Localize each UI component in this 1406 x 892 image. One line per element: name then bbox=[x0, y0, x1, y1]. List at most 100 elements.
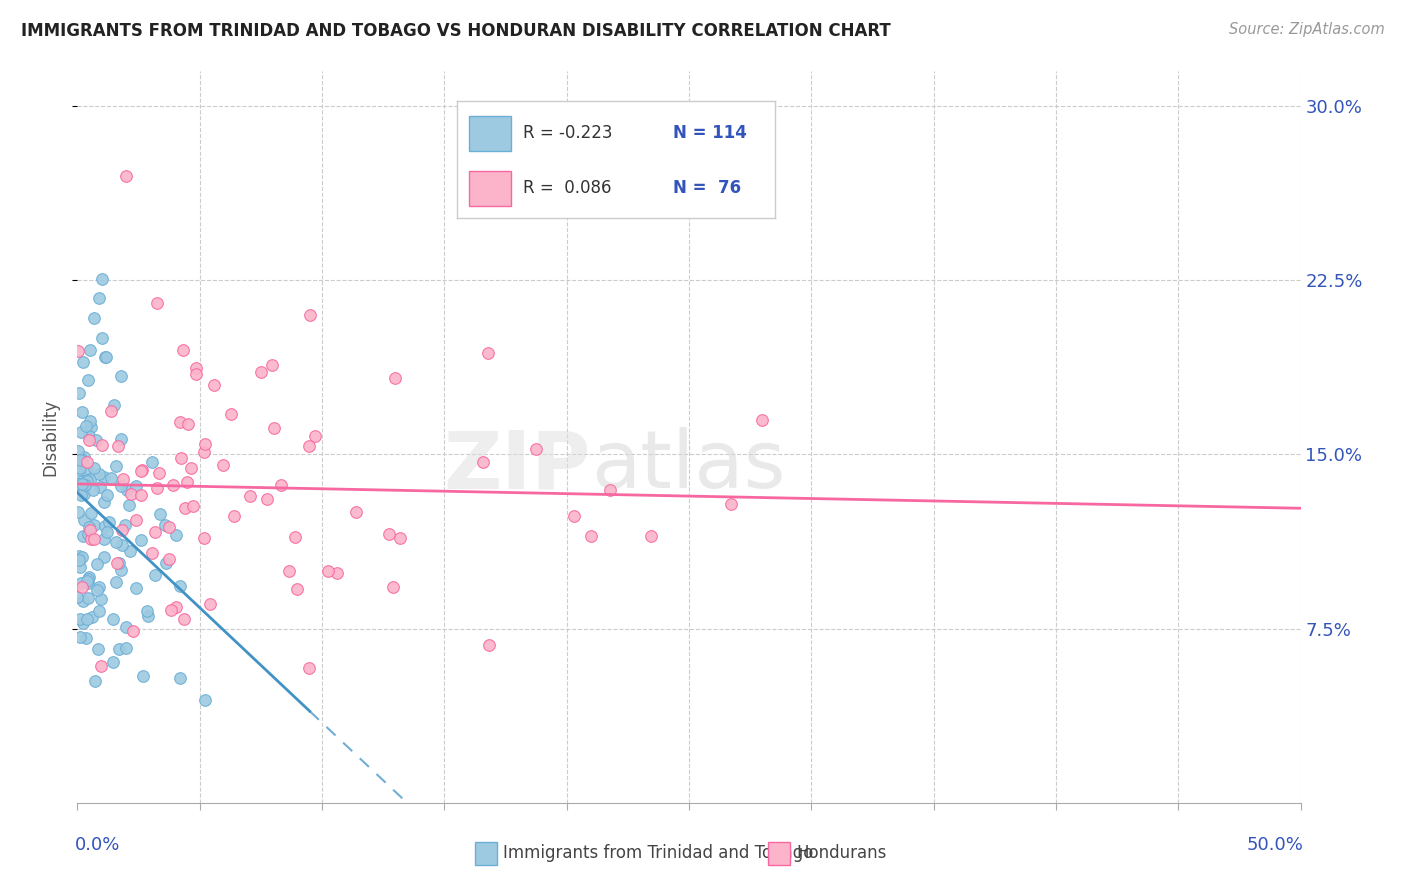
Point bbox=[87, 467, 110, 482]
Point bbox=[72, 355, 94, 369]
Point bbox=[131, 533, 153, 548]
Point bbox=[94, 350, 117, 364]
Point bbox=[118, 498, 141, 512]
Point bbox=[107, 641, 129, 656]
Point bbox=[136, 604, 159, 618]
Point bbox=[69, 630, 91, 644]
Point bbox=[70, 488, 93, 502]
Point bbox=[112, 472, 135, 486]
Point bbox=[67, 444, 90, 458]
Point bbox=[107, 439, 129, 453]
Point bbox=[174, 500, 197, 515]
Point bbox=[72, 405, 94, 419]
Point bbox=[478, 638, 501, 652]
Point bbox=[121, 624, 143, 638]
Point bbox=[287, 582, 309, 596]
Point bbox=[381, 580, 404, 594]
Point bbox=[87, 604, 110, 618]
Point bbox=[67, 386, 90, 401]
Point bbox=[90, 592, 112, 607]
Point bbox=[103, 655, 125, 669]
Point bbox=[70, 452, 93, 467]
Point bbox=[177, 417, 200, 432]
Point bbox=[125, 581, 148, 595]
Point bbox=[198, 597, 221, 611]
Point bbox=[118, 544, 141, 558]
Point bbox=[284, 530, 307, 544]
Point bbox=[579, 529, 602, 543]
Point bbox=[120, 486, 142, 500]
Point bbox=[82, 483, 104, 498]
Point bbox=[76, 474, 98, 488]
Point bbox=[108, 556, 131, 570]
Point bbox=[186, 361, 208, 376]
Point bbox=[80, 532, 103, 546]
Point bbox=[104, 458, 127, 473]
Point bbox=[141, 454, 163, 468]
Point bbox=[67, 549, 90, 563]
Point bbox=[76, 612, 98, 626]
Point bbox=[67, 505, 90, 519]
Text: 0.0%: 0.0% bbox=[75, 836, 121, 854]
Text: Immigrants from Trinidad and Tobago: Immigrants from Trinidad and Tobago bbox=[503, 844, 814, 863]
Point bbox=[472, 455, 495, 469]
Point bbox=[77, 575, 100, 590]
Point bbox=[70, 576, 93, 591]
Point bbox=[90, 659, 112, 673]
Point bbox=[69, 461, 91, 475]
FancyBboxPatch shape bbox=[475, 841, 496, 865]
Point bbox=[89, 580, 111, 594]
Point bbox=[67, 553, 90, 567]
Point bbox=[298, 661, 321, 675]
Point bbox=[202, 378, 225, 392]
Point bbox=[79, 473, 101, 487]
Point bbox=[75, 632, 97, 646]
Point bbox=[111, 538, 134, 552]
Point bbox=[325, 566, 347, 580]
Point bbox=[169, 579, 191, 593]
Point bbox=[69, 425, 91, 440]
Point bbox=[131, 463, 153, 477]
Point bbox=[93, 470, 115, 484]
Point bbox=[73, 450, 96, 465]
Point bbox=[298, 439, 321, 453]
Point bbox=[157, 552, 180, 566]
Point bbox=[77, 434, 100, 448]
Point bbox=[141, 546, 163, 560]
Point bbox=[80, 610, 103, 624]
Point bbox=[76, 460, 98, 475]
Text: Source: ZipAtlas.com: Source: ZipAtlas.com bbox=[1229, 22, 1385, 37]
Point bbox=[524, 442, 547, 457]
Point bbox=[149, 507, 172, 521]
Point bbox=[193, 444, 215, 458]
Point bbox=[125, 478, 148, 492]
Point bbox=[67, 459, 90, 474]
Point bbox=[77, 429, 100, 443]
Text: Hondurans: Hondurans bbox=[797, 844, 887, 863]
Point bbox=[83, 517, 105, 532]
Point bbox=[73, 487, 96, 501]
Point bbox=[298, 308, 321, 322]
Point bbox=[77, 520, 100, 534]
Point bbox=[100, 404, 122, 418]
Point bbox=[115, 620, 138, 634]
Point bbox=[100, 471, 122, 485]
Point bbox=[72, 594, 94, 608]
Point bbox=[148, 466, 170, 480]
Point bbox=[384, 371, 406, 385]
Point bbox=[193, 692, 215, 706]
Point bbox=[169, 451, 191, 466]
Point bbox=[378, 527, 401, 541]
Point bbox=[94, 350, 117, 364]
Point bbox=[66, 344, 89, 359]
Point bbox=[72, 528, 94, 542]
Point bbox=[129, 464, 152, 478]
Text: IMMIGRANTS FROM TRINIDAD AND TOBAGO VS HONDURAN DISABILITY CORRELATION CHART: IMMIGRANTS FROM TRINIDAD AND TOBAGO VS H… bbox=[21, 22, 891, 40]
Point bbox=[73, 475, 96, 490]
Point bbox=[239, 489, 262, 503]
Point bbox=[83, 460, 105, 475]
Text: atlas: atlas bbox=[591, 427, 786, 506]
Point bbox=[90, 272, 112, 286]
Point bbox=[599, 483, 621, 497]
Point bbox=[751, 412, 773, 426]
